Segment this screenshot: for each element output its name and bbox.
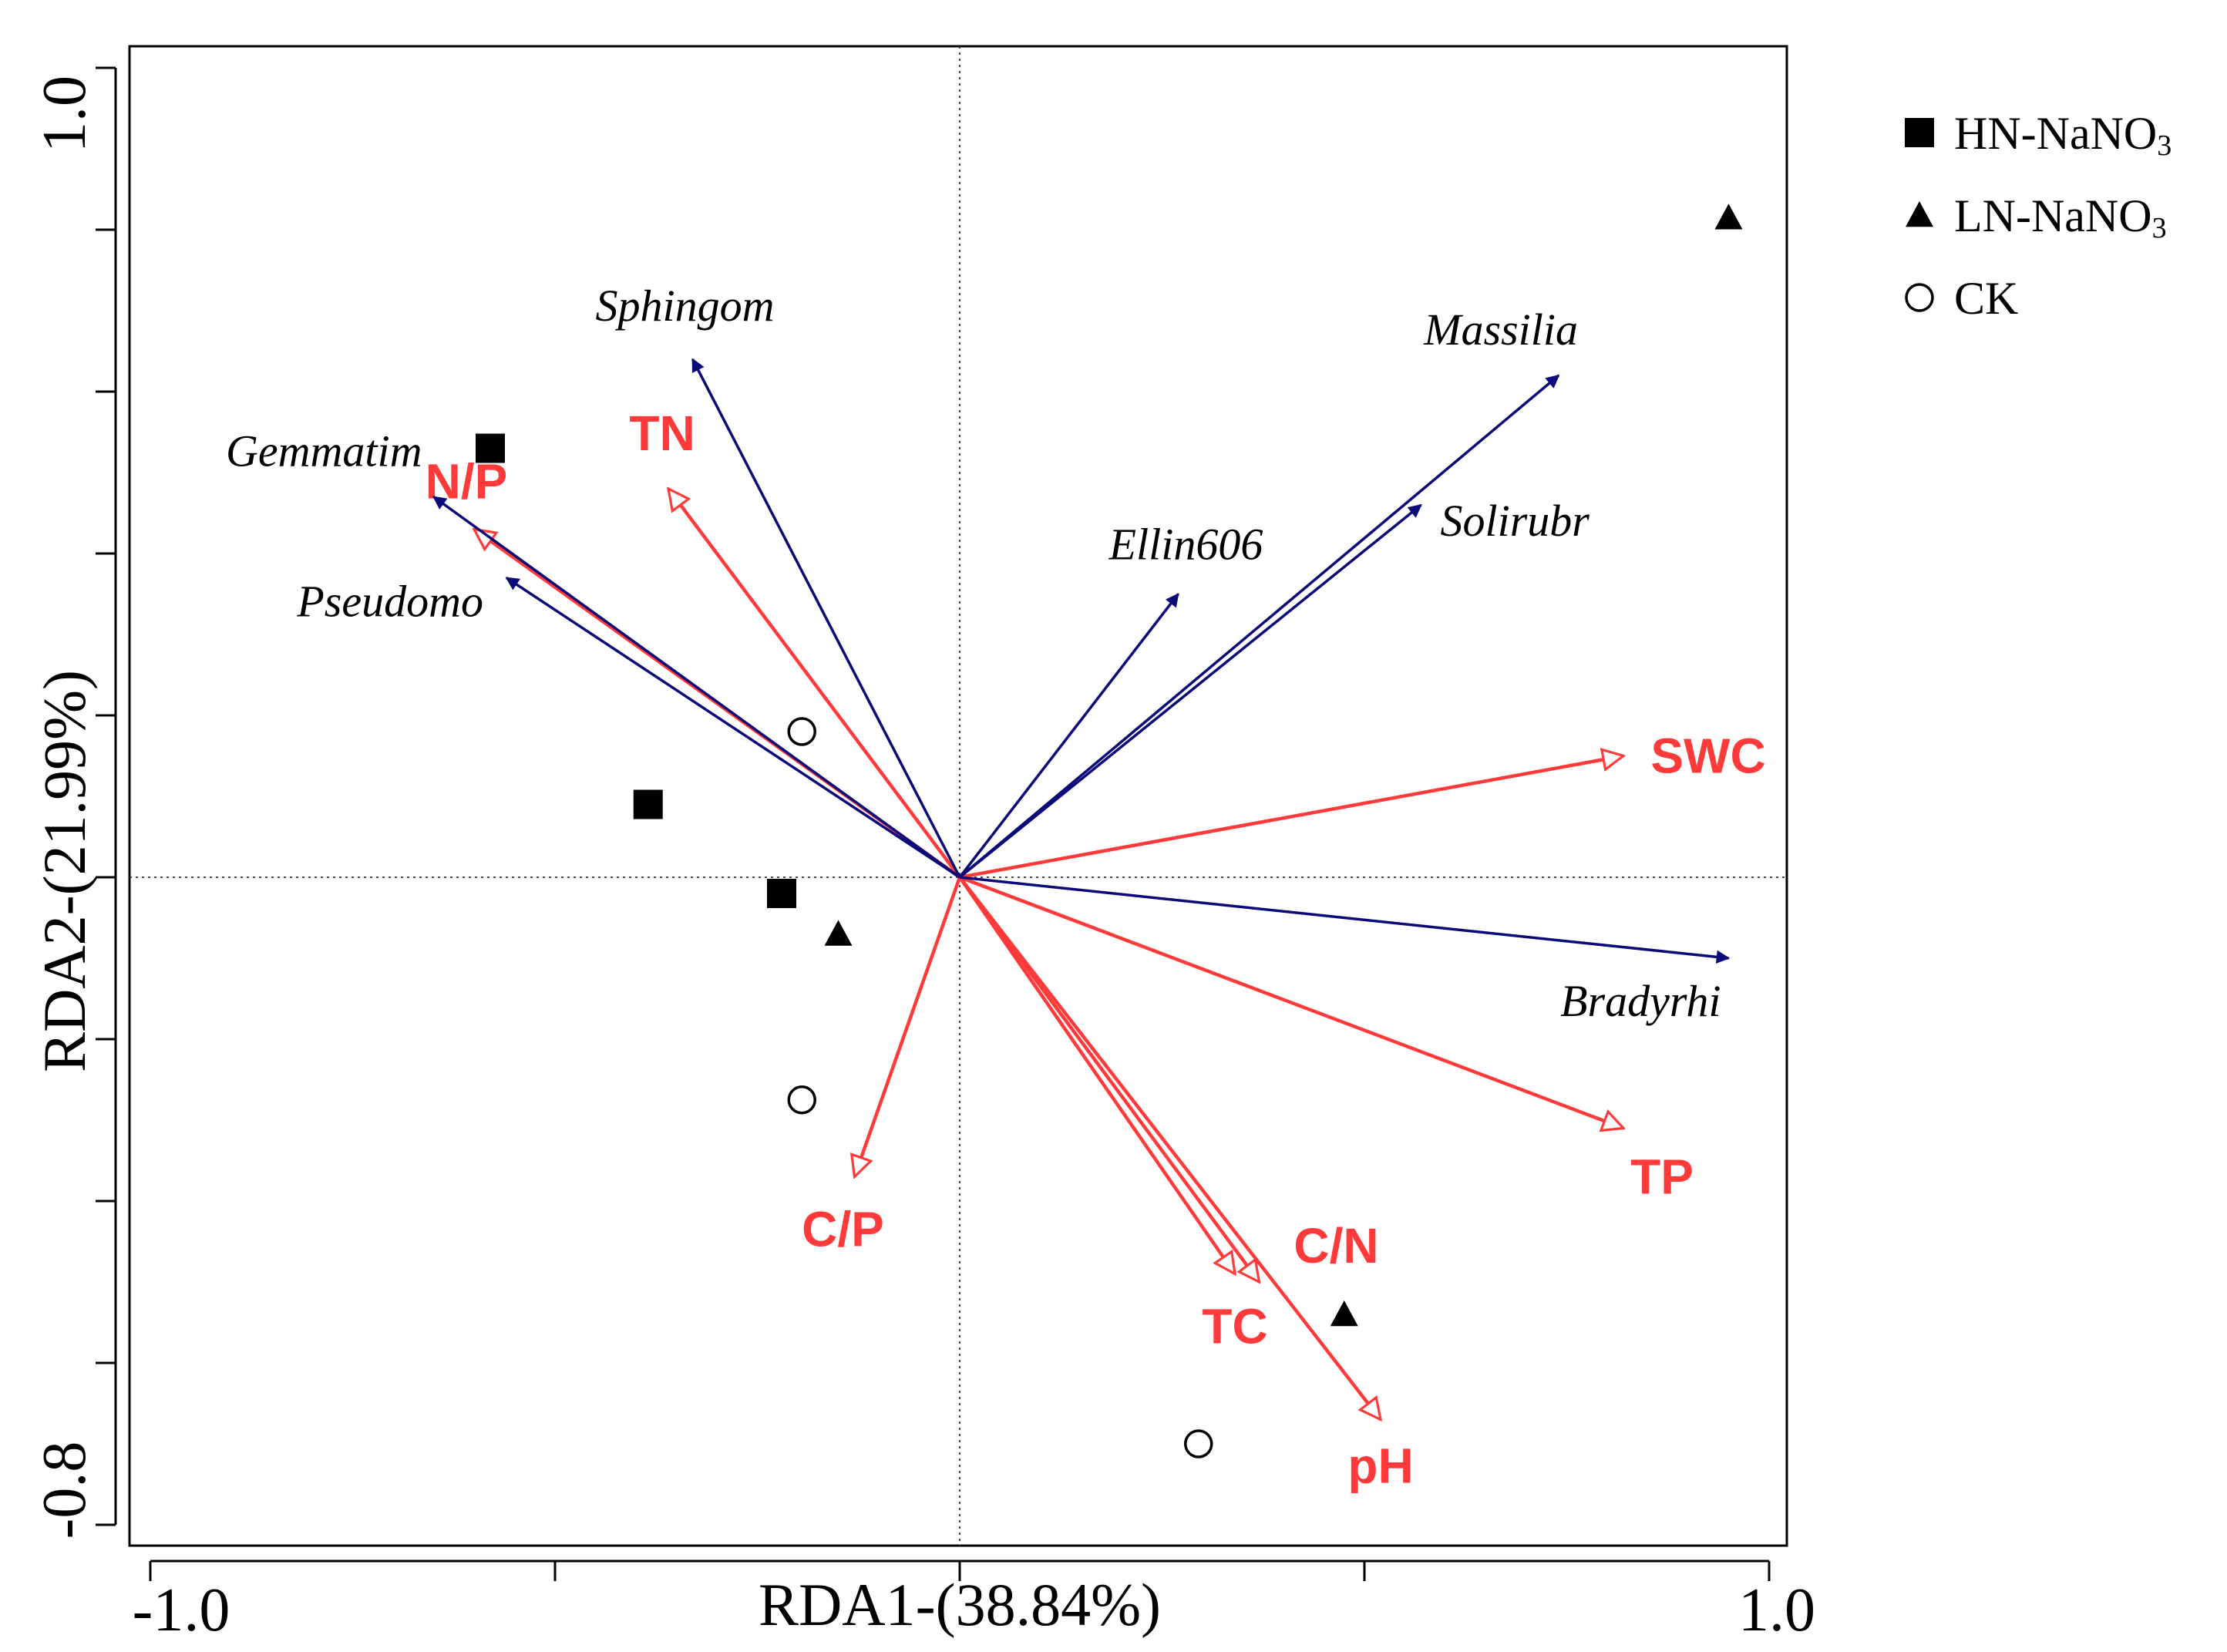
y-axis-title: RDA2-(21.99%)	[31, 670, 98, 1072]
y-tick-label-bottom: -0.8	[31, 1442, 99, 1539]
species-arrow-line-gemmatim	[432, 496, 961, 879]
species-arrow-line-pseudomo	[505, 577, 960, 879]
species-label-ellin606: Ellin606	[1108, 520, 1263, 570]
sample-point-ck-3	[1184, 1429, 1213, 1459]
env-arrow-line-c-p	[855, 876, 962, 1177]
species-arrow-line-massilia	[958, 374, 1560, 879]
plot-border	[128, 45, 1788, 1547]
env-arrow-swc: SWC	[959, 728, 1766, 880]
species-label-solirubr: Solirubr	[1441, 496, 1590, 546]
sample-point-ln-nano3-1	[1714, 204, 1743, 230]
env-arrow-n-p: N/P	[426, 454, 961, 879]
sample-points	[476, 204, 1743, 1459]
plot-frame	[128, 45, 1788, 1547]
env-label-tp: TP	[1630, 1149, 1694, 1205]
env-label-c-n: C/N	[1293, 1218, 1378, 1273]
legend-marker-ln-nano3	[1906, 201, 1933, 227]
legend-marker-ck	[1905, 283, 1934, 312]
species-arrow-line-ellin606	[958, 593, 1179, 879]
env-label-c-p: C/P	[802, 1202, 884, 1257]
env-label-ph: pH	[1347, 1438, 1413, 1494]
sample-point-ln-nano3-3	[1330, 1300, 1358, 1327]
legend: HN-NaNO3 LN-NaNO3 CK	[1905, 108, 2171, 324]
env-label-swc: SWC	[1650, 728, 1765, 784]
species-label-sphingom: Sphingom	[596, 281, 775, 331]
legend-item-ck: CK	[1905, 273, 2018, 324]
species-label-massilia: Massilia	[1423, 304, 1578, 355]
species-arrow-pseudomo: Pseudomo	[296, 577, 960, 879]
legend-subscript: 3	[2152, 212, 2167, 244]
sample-point-hn-nano3-3	[767, 879, 796, 908]
env-arrow-line-c-n	[958, 876, 1260, 1282]
species-arrows: Sphingom Gemmatim Pseudomo Massilia Solirubr…	[226, 281, 1731, 1026]
species-label-bradyrhi: Bradyrhi	[1560, 976, 1721, 1026]
legend-label-hn-nano3: HN-NaNO3	[1954, 108, 2171, 162]
env-label-tc: TC	[1202, 1299, 1267, 1354]
env-arrow-tc: TC	[958, 876, 1268, 1354]
y-tick-label-top: 1.0	[31, 76, 99, 153]
legend-label-ln-nano3: LN-NaNO3	[1954, 190, 2167, 244]
env-arrow-c-n: C/N	[958, 876, 1379, 1282]
env-arrow-c-p: C/P	[802, 876, 962, 1257]
env-arrow-line-tn	[668, 489, 961, 879]
reference-lines	[130, 46, 1787, 1546]
legend-marker-hn-nano3	[1905, 118, 1934, 147]
env-arrow-line-swc	[959, 756, 1623, 880]
species-arrow-line-solirubr	[958, 503, 1422, 879]
species-label-pseudomo: Pseudomo	[296, 577, 483, 627]
species-label-gemmatim: Gemmatim	[226, 426, 422, 476]
env-arrow-tn: TN	[629, 405, 961, 879]
species-arrow-line-sphingom	[691, 358, 961, 878]
legend-item-ln-nano3: LN-NaNO3	[1906, 190, 2167, 244]
species-arrow-solirubr: Solirubr	[958, 496, 1590, 879]
environment-arrows: N/PTN SWC TP C/P C/N TC pH	[426, 405, 1766, 1494]
env-arrow-line-tp	[959, 875, 1623, 1129]
sample-point-hn-nano3-1	[476, 433, 505, 463]
env-arrow-ph: pH	[958, 876, 1414, 1494]
legend-item-hn-nano3: HN-NaNO3	[1905, 108, 2171, 162]
x-tick-label-last: 1.0	[1738, 1576, 1815, 1644]
species-arrow-massilia: Massilia	[958, 304, 1578, 879]
species-arrow-gemmatim: Gemmatim	[226, 426, 961, 879]
x-tick-label-first: -1.0	[133, 1576, 230, 1644]
x-axis-ticks: -1.0 1.0	[133, 1559, 1815, 1644]
env-arrow-line-ph	[958, 876, 1381, 1420]
species-arrow-sphingom: Sphingom	[596, 281, 961, 878]
species-arrow-bradyrhi: Bradyrhi	[959, 876, 1731, 1026]
legend-subscript: 3	[2157, 130, 2171, 162]
sample-point-ck-2	[787, 1085, 816, 1115]
species-arrow-ellin606: Ellin606	[958, 520, 1263, 879]
sample-point-ck-1	[787, 717, 816, 746]
env-label-tn: TN	[629, 405, 695, 461]
sample-point-ln-nano3-2	[824, 920, 853, 946]
env-arrow-tp: TP	[959, 875, 1694, 1205]
y-axis-ticks: -0.8 1.0	[31, 66, 117, 1539]
legend-label-ck: CK	[1954, 273, 2018, 324]
species-arrow-line-bradyrhi	[959, 876, 1731, 964]
sample-point-hn-nano3-2	[633, 789, 663, 819]
x-axis-title: RDA1-(38.84%)	[759, 1571, 1161, 1638]
env-arrow-line-tc	[958, 876, 1235, 1274]
